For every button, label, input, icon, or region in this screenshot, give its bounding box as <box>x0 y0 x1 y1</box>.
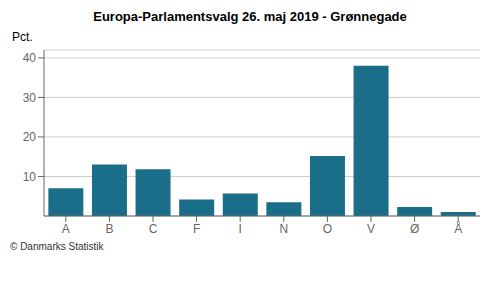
html-text:Europa-Parlamentsvalg 26. maj: Europa-Parlamentsvalg 26. maj 2019 - Grø… <box>93 9 407 24</box>
svg-text:I: I <box>239 222 242 236</box>
svg-text:30: 30 <box>23 91 37 105</box>
svg-text:20: 20 <box>23 130 37 144</box>
svg-text:10: 10 <box>23 170 37 184</box>
svg-text:F: F <box>193 222 200 236</box>
svg-text:Å: Å <box>454 221 462 236</box>
html-text:© Danmarks Statistik: © Danmarks Statistik <box>10 241 104 252</box>
svg-text:40: 40 <box>23 51 37 65</box>
svg-text:A: A <box>62 222 70 236</box>
svg-text:N: N <box>279 222 288 236</box>
html-text:Pct.: Pct. <box>12 30 33 44</box>
svg-text:C: C <box>149 222 158 236</box>
svg-text:Ø: Ø <box>410 222 419 236</box>
svg-text:B: B <box>105 222 113 236</box>
svg-text:V: V <box>367 222 375 236</box>
svg-text:O: O <box>323 222 332 236</box>
